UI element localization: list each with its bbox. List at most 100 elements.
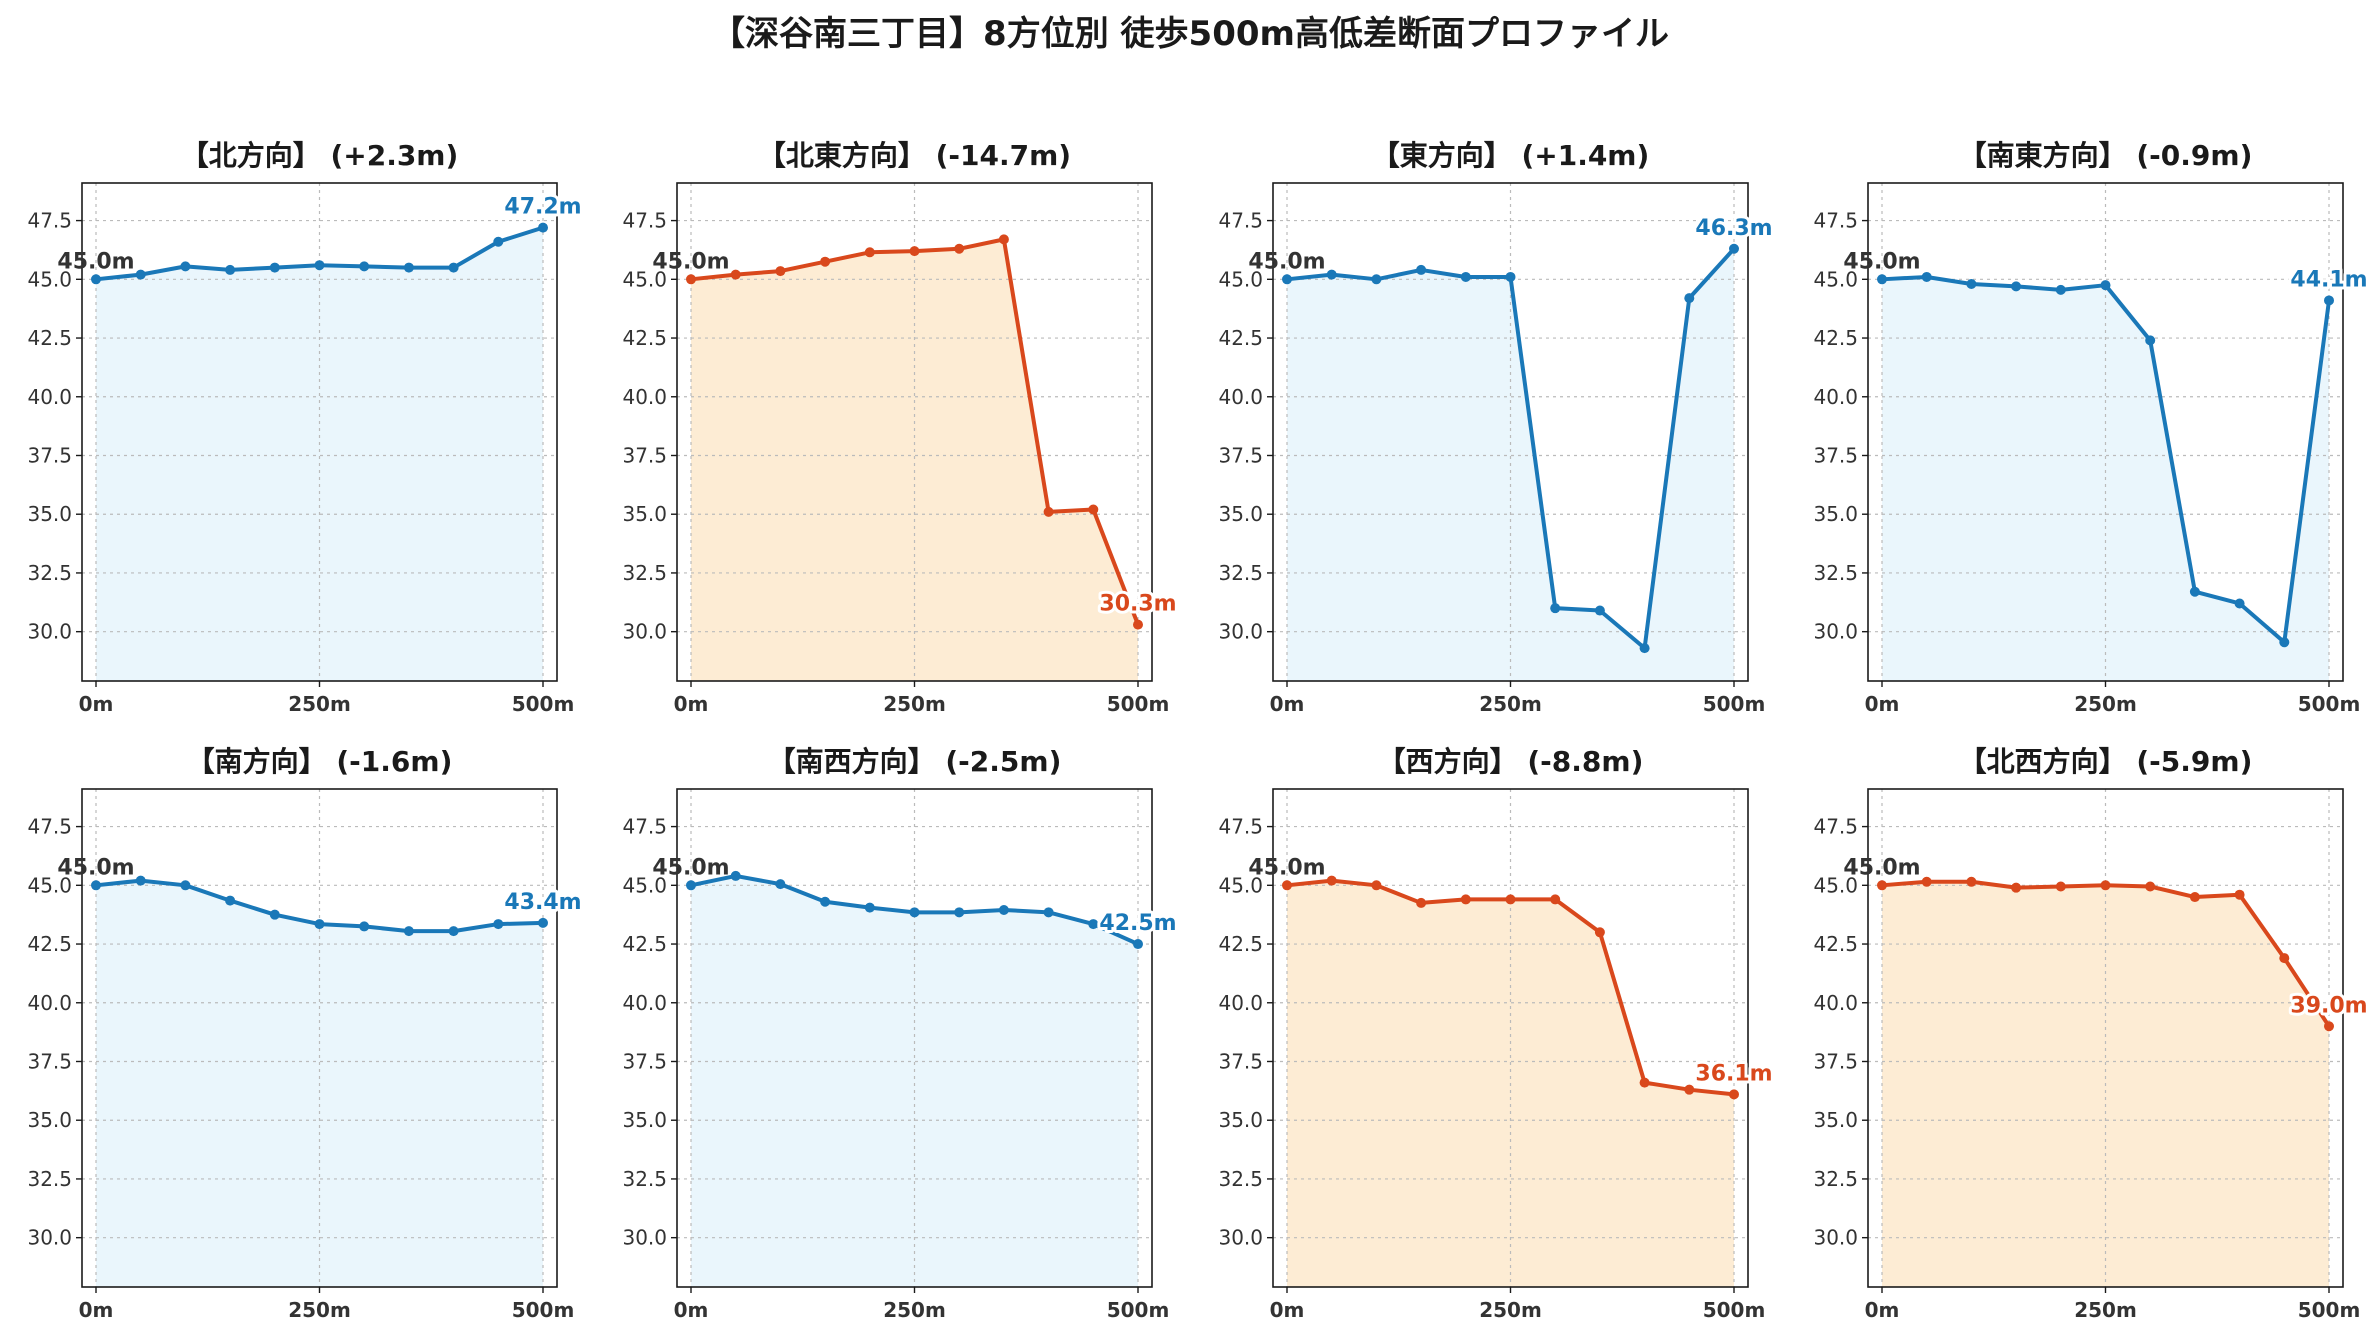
- chart-2-ytick-label: 40.0: [622, 385, 667, 409]
- chart-1-end-label: 47.2m: [504, 195, 581, 220]
- chart-3-point: [1684, 293, 1695, 304]
- chart-8-start-label: 45.0m: [1843, 855, 1920, 880]
- chart-6-point: [864, 902, 875, 913]
- chart-7-title: 【西方向】 (-8.8m): [1378, 745, 1644, 778]
- chart-7-xtick-label: 0m: [1270, 1298, 1305, 1322]
- chart-7-xtick-label: 500m: [1703, 1298, 1766, 1322]
- chart-2-end-label: 30.3m: [1099, 592, 1176, 617]
- chart-3-point: [1460, 271, 1471, 282]
- chart-6-ytick-label: 32.5: [622, 1167, 667, 1191]
- chart-6-end-label: 42.5m: [1099, 911, 1176, 936]
- chart-7-point: [1460, 894, 1471, 905]
- chart-3-point: [1550, 603, 1561, 614]
- chart-8-ytick-label: 40.0: [1813, 991, 1858, 1015]
- chart-5-ytick-label: 37.5: [27, 1049, 72, 1073]
- chart-1-title: 【北方向】 (+2.3m): [181, 139, 459, 172]
- chart-5-ytick-label: 40.0: [27, 991, 72, 1015]
- chart-8-point: [2011, 882, 2022, 893]
- chart-4-ytick-label: 45.0: [1813, 267, 1858, 291]
- chart-6-xtick-label: 500m: [1107, 1298, 1170, 1322]
- chart-1-ytick-label: 37.5: [27, 443, 72, 467]
- chart-2-point: [730, 269, 741, 280]
- chart-3-ytick-label: 42.5: [1218, 326, 1263, 350]
- chart-2-point: [686, 274, 696, 285]
- chart-6-end-label-halo: 42.5m: [1099, 911, 1176, 936]
- chart-6-xtick-label: 250m: [883, 1298, 946, 1322]
- chart-3-point: [1371, 274, 1382, 285]
- chart-5-point: [314, 919, 325, 930]
- chart-1-end-label-halo: 47.2m: [504, 195, 581, 220]
- chart-5-end-label: 43.4m: [504, 890, 581, 915]
- chart-4-xtick-label: 250m: [2074, 692, 2137, 716]
- chart-8-end-label-halo: 39.0m: [2290, 993, 2367, 1018]
- chart-6-point: [730, 870, 741, 881]
- chart-6-title: 【南西方向】 (-2.5m): [768, 745, 1062, 778]
- chart-5-point: [225, 895, 236, 906]
- chart-5-start-label: 45.0m: [57, 855, 134, 880]
- chart-7-point: [1729, 1089, 1739, 1100]
- chart-1-ytick-label: 47.5: [27, 209, 72, 233]
- chart-4-ytick-label: 37.5: [1813, 443, 1858, 467]
- chart-6-ytick-label: 45.0: [622, 873, 667, 897]
- chart-8-ytick-label: 37.5: [1813, 1049, 1858, 1073]
- chart-8-title: 【北西方向】 (-5.9m): [1959, 745, 2253, 778]
- chart-1-point: [225, 264, 236, 275]
- chart-5-ytick-label: 30.0: [27, 1226, 72, 1250]
- chart-7-ytick-label: 30.0: [1218, 1226, 1263, 1250]
- chart-2-xtick-label: 250m: [883, 692, 946, 716]
- chart-4-ytick-label: 47.5: [1813, 209, 1858, 233]
- chart-7-point: [1282, 880, 1292, 891]
- chart-1-ytick-label: 32.5: [27, 561, 72, 585]
- chart-7-ytick-label: 45.0: [1218, 873, 1263, 897]
- chart-8-point: [2100, 880, 2111, 891]
- chart-2-start-label: 45.0m: [652, 249, 729, 274]
- chart-8-ytick-label: 45.0: [1813, 873, 1858, 897]
- chart-8-xtick-label: 250m: [2074, 1298, 2137, 1322]
- chart-3-point: [1729, 243, 1739, 254]
- chart-3-ytick-label: 37.5: [1218, 443, 1263, 467]
- chart-8-point: [2145, 881, 2156, 892]
- chart-4-ytick-label: 40.0: [1813, 385, 1858, 409]
- chart-8-ytick-label: 35.0: [1813, 1108, 1858, 1132]
- chart-2-panel: 【北東方向】 (-14.7m) 30.0 32.5 35.0 37.5 40.0 42.5 4…: [622, 139, 1179, 716]
- chart-6-point: [954, 907, 965, 918]
- chart-5-xtick-label: 0m: [79, 1298, 114, 1322]
- chart-2-area-fill: [691, 239, 1138, 681]
- chart-3-ytick-label: 40.0: [1218, 385, 1263, 409]
- chart-8-ytick-label: 32.5: [1813, 1167, 1858, 1191]
- chart-2-ytick-label: 30.0: [622, 620, 667, 644]
- chart-3-ytick-label: 35.0: [1218, 502, 1263, 526]
- chart-6-ytick-label: 30.0: [622, 1226, 667, 1250]
- chart-7-ytick-label: 37.5: [1218, 1049, 1263, 1073]
- chart-4-xtick-label: 0m: [1865, 692, 1900, 716]
- chart-2-xtick-label: 0m: [674, 692, 709, 716]
- chart-4-end-label: 44.1m: [2290, 267, 2367, 292]
- chart-1-point: [493, 236, 504, 247]
- chart-5-point: [403, 926, 414, 937]
- chart-4-point: [2234, 598, 2245, 609]
- chart-3-title: 【東方向】 (+1.4m): [1372, 139, 1650, 172]
- chart-5-point: [448, 926, 459, 937]
- chart-7-start-label: 45.0m: [1248, 855, 1325, 880]
- figure-title: 【深谷南三丁目】8方位別 徒歩500m高低差断面プロファイル: [711, 14, 1669, 54]
- chart-4-point: [2145, 335, 2156, 346]
- chart-3-point: [1594, 605, 1605, 616]
- chart-5-ytick-label: 47.5: [27, 815, 72, 839]
- chart-7-point: [1371, 880, 1382, 891]
- chart-1-point: [359, 261, 370, 272]
- chart-4-point: [1966, 279, 1977, 290]
- chart-6-point: [775, 879, 786, 890]
- chart-1-xtick-label: 0m: [79, 692, 114, 716]
- chart-1-xtick-label: 500m: [512, 692, 575, 716]
- chart-5-point: [538, 917, 548, 928]
- chart-2-end-label-halo: 30.3m: [1099, 592, 1176, 617]
- chart-5-title: 【南方向】 (-1.6m): [187, 745, 453, 778]
- chart-2-ytick-label: 47.5: [622, 209, 667, 233]
- chart-4-panel: 【南東方向】 (-0.9m) 30.0 32.5 35.0 37.5 40.0 42.5 45…: [1813, 139, 2370, 716]
- chart-2-xtick-label: 500m: [1107, 692, 1170, 716]
- chart-3-ytick-label: 32.5: [1218, 561, 1263, 585]
